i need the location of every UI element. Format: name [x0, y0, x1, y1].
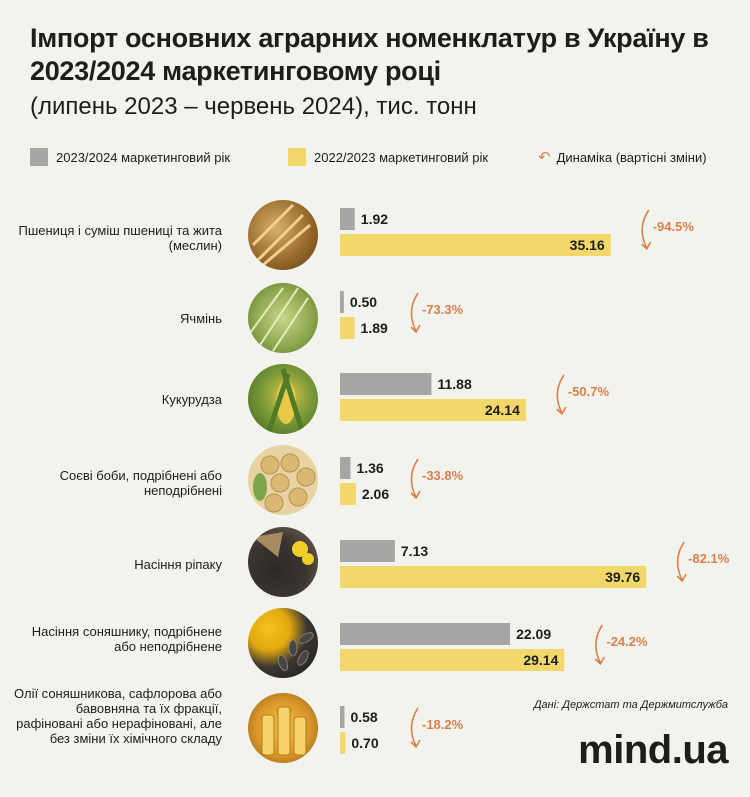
- dynamics-label: -24.2%: [606, 634, 648, 649]
- bar-2022-23: [340, 234, 611, 256]
- value-label: 11.88: [437, 376, 471, 392]
- dynamics-arrow-icon: [410, 458, 419, 498]
- bar-2023-24: [340, 540, 395, 562]
- value-label: 24.14: [485, 402, 520, 418]
- bar-2023-24: [340, 706, 345, 728]
- bar-2023-24: [340, 373, 432, 395]
- value-label: 1.89: [361, 320, 388, 336]
- source-note: Дані: Держстат та Держмитслужба: [533, 699, 728, 711]
- bar-2023-24: [340, 457, 351, 479]
- corn-icon: [265, 368, 306, 434]
- legend-item-dynamics: ↶ Динаміка (вартісні зміни): [538, 148, 707, 166]
- bar-2022-23: [340, 483, 356, 505]
- oil-bottles-photo: [248, 693, 318, 763]
- barley-icon: [249, 287, 309, 352]
- dynamics-arrow-icon: [641, 209, 650, 249]
- legend-item-2023: 2023/2024 маркетинговий рік: [30, 148, 230, 166]
- dynamics-label: -73.3%: [422, 302, 464, 317]
- legend-label-2022: 2022/2023 маркетинговий рік: [314, 149, 489, 165]
- bar-2023-24: [340, 623, 511, 645]
- bar-2022-23: [340, 566, 647, 588]
- sunflower-seed-photo: [248, 608, 318, 678]
- rapeseed-icon: [253, 532, 314, 565]
- corn-photo: [248, 364, 318, 434]
- value-label: 35.16: [570, 237, 605, 253]
- legend: 2023/2024 маркетинговий рік 2022/2023 ма…: [30, 148, 745, 170]
- legend-label-2023: 2023/2024 маркетинговий рік: [56, 149, 231, 165]
- soybean-icon: [253, 453, 316, 513]
- dynamics-label: -18.2%: [422, 717, 464, 732]
- dynamics-arrowhead-icon: [410, 324, 421, 334]
- dynamics-arrow-icon: [556, 374, 565, 414]
- dynamics-label: -50.7%: [568, 384, 610, 399]
- value-label: 1.36: [356, 460, 383, 476]
- legend-item-2022: 2022/2023 маркетинговий рік: [288, 148, 488, 166]
- rapeseed-photo: [248, 527, 318, 597]
- dynamics-arrowhead-icon: [556, 406, 567, 416]
- dynamics-arrowhead-icon: [594, 656, 606, 666]
- category-label-soy: Соєві боби, подрібнені або неподрібнені: [59, 468, 222, 498]
- sunflower-seed-icon: [277, 632, 314, 672]
- brand-logo: mind.ua: [578, 728, 728, 772]
- value-label: 1.92: [361, 211, 388, 227]
- dynamics-arrowhead-icon: [410, 739, 421, 749]
- value-label: 2.06: [362, 486, 389, 502]
- category-label-wheat: Пшениця і суміш пшениці та жита (меслин): [18, 223, 223, 253]
- barley-photo: [248, 283, 318, 353]
- value-label: 0.58: [350, 709, 377, 725]
- category-label-rapeseed: Насіння ріпаку: [134, 557, 222, 572]
- bar-2022-23: [340, 649, 565, 671]
- bar-2023-24: [340, 208, 355, 230]
- wheat-icon: [251, 203, 311, 267]
- value-label: 29.14: [523, 652, 558, 668]
- wheat-photo: [248, 200, 318, 270]
- oil-bottle-icon: [261, 706, 307, 756]
- category-label-corn: Кукурудза: [161, 392, 222, 407]
- chart-subtitle: (липень 2023 – червень 2024), тис. тонн: [30, 93, 477, 120]
- value-label: 22.09: [516, 626, 551, 642]
- category-label-oils: Олії соняшникова, сафлорова або бавовнян…: [14, 686, 222, 746]
- category-label-sunflower-seed: Насіння соняшнику, подрібнене або неподр…: [31, 624, 222, 654]
- legend-label-dynamics: Динаміка (вартісні зміни): [556, 149, 707, 165]
- dynamics-arrowhead-icon: [410, 490, 421, 500]
- dynamics-label: -33.8%: [422, 468, 464, 483]
- chart-title: Імпорт основних аграрних номенклатур в У…: [30, 23, 709, 86]
- value-label: 7.13: [401, 543, 428, 559]
- category-label-barley: Ячмінь: [180, 311, 222, 326]
- soybean-photo: [248, 445, 318, 515]
- dynamics-arrow-icon: [676, 541, 685, 581]
- legend-swatch-gray: [30, 148, 48, 166]
- bar-2022-23: [340, 317, 355, 339]
- value-label: 39.76: [605, 569, 640, 585]
- dynamics-label: -82.1%: [688, 551, 730, 566]
- legend-swatch-yellow: [288, 148, 306, 166]
- dynamics-arrow-icon: ↶: [538, 149, 551, 166]
- bar-2022-23: [340, 732, 346, 754]
- bar-2023-24: [340, 291, 344, 313]
- dynamics-arrow-icon: [410, 292, 419, 332]
- value-label: 0.70: [351, 735, 378, 751]
- bar-2022-23: [340, 399, 526, 421]
- dynamics-arrow-icon: [595, 624, 604, 664]
- dynamics-arrowhead-icon: [676, 573, 687, 583]
- dynamics-arrow-icon: [410, 707, 419, 747]
- dynamics-label: -94.5%: [653, 219, 695, 234]
- value-label: 0.50: [350, 294, 377, 310]
- dynamics-arrowhead-icon: [641, 241, 652, 251]
